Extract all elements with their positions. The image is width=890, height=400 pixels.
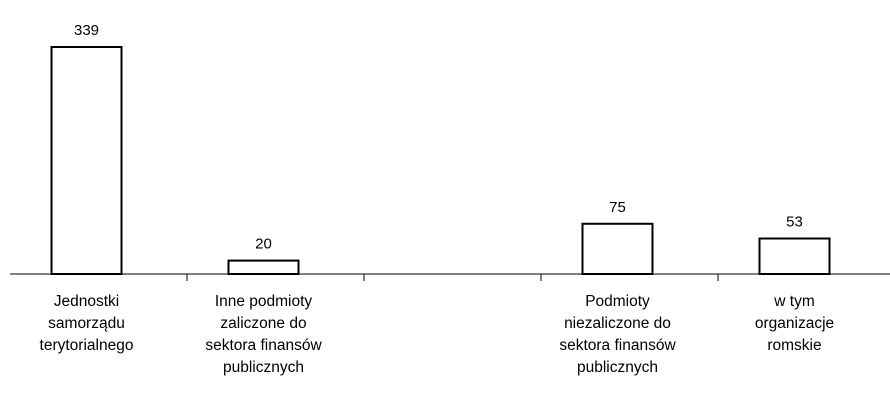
value-label: 53 — [786, 214, 803, 231]
bar — [227, 259, 300, 275]
bar — [50, 46, 123, 275]
bar — [758, 237, 831, 276]
value-label: 20 — [255, 236, 272, 253]
x-tick-label: Jednostki samorządu terytorialnego — [39, 293, 134, 354]
x-tick-label: w tym organizacje romskie — [754, 293, 835, 354]
x-tick-label: Podmioty niezaliczone do sektora finansó… — [559, 293, 676, 376]
value-label: 339 — [74, 22, 99, 39]
x-tick-label: Inne podmioty zaliczone do sektora finan… — [205, 293, 322, 376]
bar — [581, 222, 654, 275]
value-label: 75 — [609, 199, 626, 216]
